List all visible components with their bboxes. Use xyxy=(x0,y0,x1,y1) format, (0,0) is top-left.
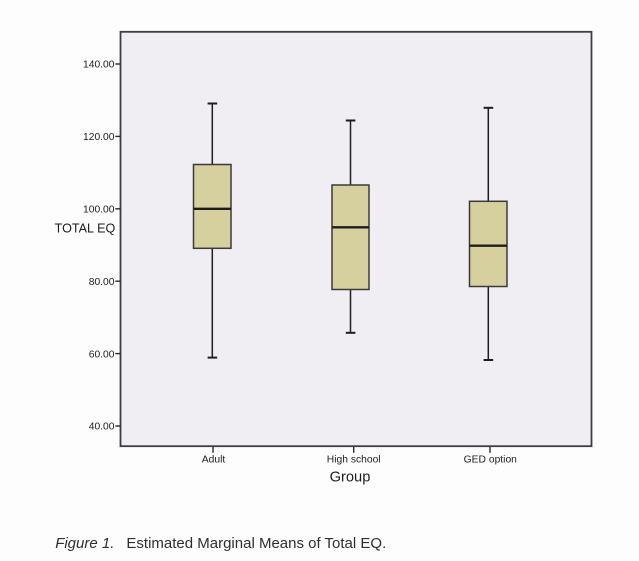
svg-text:Group: Group xyxy=(330,469,371,485)
svg-text:80.00: 80.00 xyxy=(89,277,115,288)
svg-text:120.00: 120.00 xyxy=(83,132,115,143)
svg-text:GED option: GED option xyxy=(464,454,518,465)
svg-text:60.00: 60.00 xyxy=(89,349,115,360)
svg-text:40.00: 40.00 xyxy=(89,422,115,433)
svg-text:Figure 1.Estimated Marginal Me: Figure 1. Estimated Marginal Means of Tot… xyxy=(55,535,386,552)
svg-text:Adult: Adult xyxy=(202,454,226,465)
svg-text:TOTAL EQ: TOTAL EQ xyxy=(55,222,116,236)
svg-text:High school: High school xyxy=(327,454,381,465)
svg-text:140.00: 140.00 xyxy=(83,60,115,71)
svg-text:100.00: 100.00 xyxy=(83,205,115,216)
